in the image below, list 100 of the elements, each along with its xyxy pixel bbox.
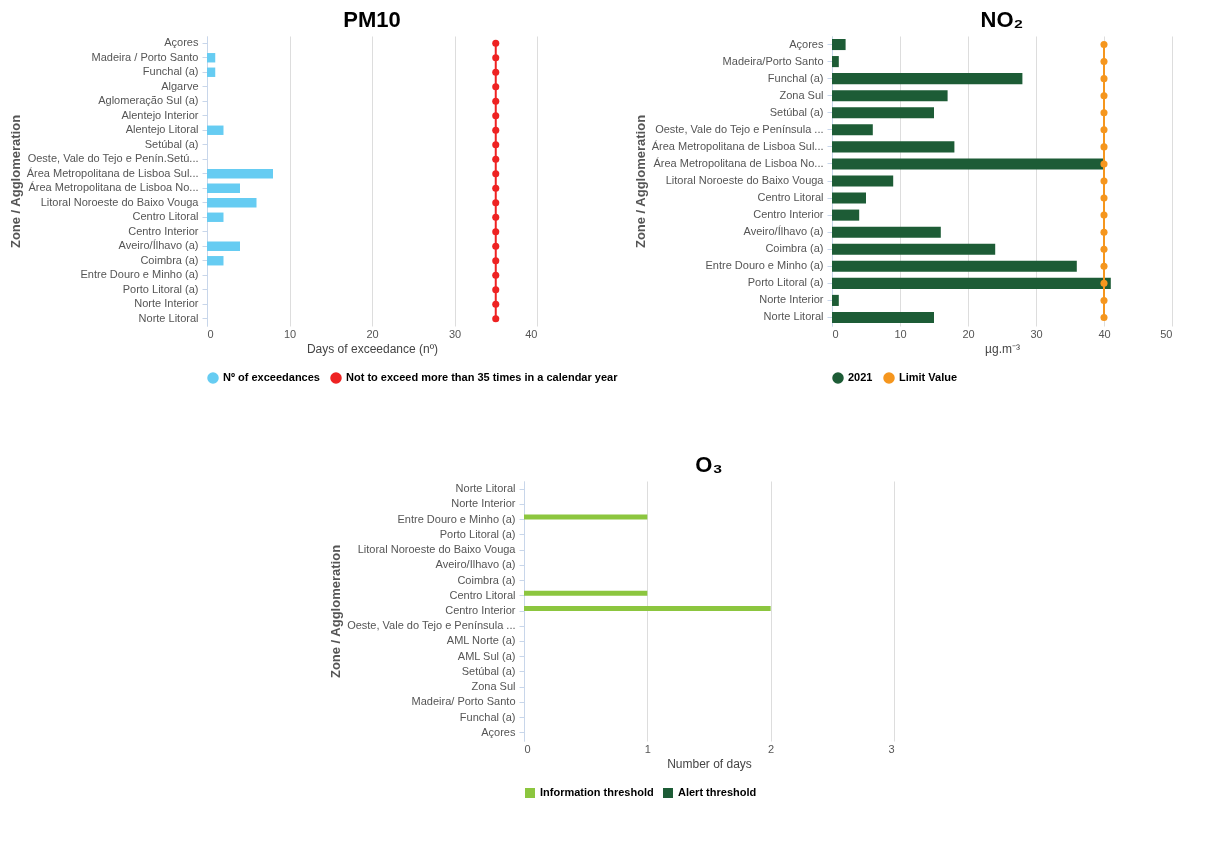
bar — [207, 53, 216, 63]
y-tick-label: Entre Douro e Minho (a) — [705, 259, 824, 272]
x-tick-label: 3 — [888, 742, 895, 755]
bar — [832, 38, 846, 51]
y-tick-label: Oeste, Vale do Tejo e Penín.Setú... — [27, 152, 199, 165]
y-axis-title: Zone / Agglomeration — [327, 544, 343, 679]
legend-label: Alert threshold — [678, 786, 757, 798]
y-tick-label: Funchal (a) — [142, 65, 199, 78]
y-tick-label: Setúbal (a) — [144, 137, 199, 150]
x-tick-label: 1 — [644, 742, 651, 755]
x-tick-label: 40 — [525, 327, 538, 340]
y-tick-label: Coimbra (a) — [765, 242, 824, 255]
x-tick-label: 40 — [1098, 327, 1111, 340]
y-tick-label: Norte Interior — [134, 297, 199, 310]
y-tick-label: Norte Interior — [451, 497, 516, 510]
y-tick-label: Açores — [164, 36, 199, 49]
legend-label: Not to exceed more than 35 times in a calendar year — [346, 371, 619, 383]
y-tick-label: Norte Interior — [759, 293, 824, 306]
bar — [207, 183, 240, 193]
x-tick-label: 30 — [448, 327, 462, 340]
bar — [207, 256, 224, 266]
y-tick-label: Litoral Noroeste do Baixo Vouga — [665, 174, 825, 186]
bar — [832, 124, 873, 136]
y-tick-label: Área Metropolitana de Lisboa Sul... — [651, 139, 824, 152]
y-tick-label: Porto Litoral (a) — [747, 276, 824, 289]
y-tick-label: Alentejo Interior — [121, 108, 199, 121]
bar — [832, 175, 894, 187]
legend-label: 2021 — [848, 371, 873, 383]
x-tick-label: 0 — [524, 742, 531, 755]
y-tick-label: AML Sul (a) — [457, 649, 516, 662]
x-tick-label: 20 — [962, 327, 975, 340]
y-tick-label: Norte Litoral — [455, 482, 516, 495]
y-tick-label: Funchal (a) — [767, 71, 824, 84]
y-tick-label: Zona Sul — [471, 680, 516, 693]
y-tick-label: Norte Litoral — [763, 310, 824, 323]
x-tick-label: 0 — [207, 327, 214, 340]
bar — [832, 226, 941, 238]
x-tick-label: 0 — [832, 327, 839, 340]
y-axis-title: Zone / Agglomeration — [632, 114, 648, 249]
y-tick-label: Açores — [789, 37, 824, 50]
bar — [207, 241, 240, 251]
legend-label: Nº of exceedances — [223, 371, 320, 383]
legend-label: Limit Value — [899, 371, 958, 383]
y-tick-label: Funchal (a) — [459, 710, 516, 723]
bar — [832, 192, 866, 204]
x-tick-label: 50 — [1160, 327, 1173, 340]
y-tick-label: Litoral Noroeste do Baixo Vouga — [40, 195, 200, 208]
y-tick-label: Madeira/Porto Santo — [722, 54, 824, 67]
y-tick-label: Centro Interior — [128, 224, 199, 237]
chart-title: O₃ — [695, 452, 723, 477]
x-tick-label: 2 — [768, 742, 775, 755]
x-tick-label: 30 — [1030, 327, 1043, 340]
bar — [207, 67, 216, 77]
bar — [832, 243, 996, 255]
y-tick-label: Aveiro/Ílhavo (a) — [118, 239, 199, 252]
y-tick-label: Porto Litoral (a) — [122, 282, 199, 295]
bar — [207, 125, 224, 135]
y-tick-label: Açores — [481, 725, 516, 738]
bar — [832, 311, 934, 324]
y-tick-label: Oeste, Vale do Tejo e Península ... — [655, 122, 824, 135]
bar — [832, 56, 839, 68]
x-axis-title: µg.m⁻³ — [985, 341, 1020, 356]
y-tick-label: Centro Litoral — [132, 210, 199, 223]
y-tick-label: Setúbal (a) — [461, 665, 516, 677]
bar — [832, 90, 948, 102]
y-tick-label: Centro Interior — [753, 208, 824, 221]
bar — [832, 141, 955, 153]
y-tick-label: Litoral Noroeste do Baixo Vouga — [357, 543, 517, 555]
chart-title: NO₂ — [980, 7, 1024, 32]
x-tick-label: 20 — [366, 327, 379, 340]
y-tick-label: Coimbra (a) — [140, 253, 199, 266]
y-tick-label: Oeste, Vale do Tejo e Península ... — [347, 619, 516, 632]
bar — [207, 212, 224, 222]
y-tick-label: Área Metropolitana de Lisboa No... — [653, 156, 824, 169]
bar — [832, 277, 1111, 289]
y-tick-label: Norte Litoral — [138, 311, 199, 324]
x-tick-label: 10 — [894, 327, 907, 340]
bar — [832, 73, 1023, 85]
y-tick-label: Entre Douro e Minho (a) — [80, 268, 199, 281]
y-tick-label: Área Metropolitana de Lisboa No... — [28, 181, 199, 194]
y-tick-label: Coimbra (a) — [457, 573, 516, 586]
y-tick-label: Aveiro/Ílhavo (a) — [743, 225, 824, 238]
x-tick-label: 10 — [283, 327, 297, 340]
y-tick-label: Setúbal (a) — [769, 105, 824, 118]
y-tick-label: Área Metropolitana de Lisboa Sul... — [26, 166, 199, 179]
x-axis-title: Number of days — [667, 756, 752, 771]
x-axis-title: Days of exceedance (nº) — [306, 341, 439, 356]
legend-label: Information threshold — [540, 786, 654, 798]
y-axis-title: Zone / Agglomeration — [7, 114, 23, 249]
bar — [832, 260, 1077, 272]
y-tick-label: Aglomeração Sul (a) — [98, 94, 199, 107]
chart-title: PM10 — [343, 7, 401, 32]
y-tick-label: Madeira / Porto Santo — [91, 50, 199, 63]
bar — [832, 209, 860, 221]
y-tick-label: Aveiro/Ilhavo (a) — [435, 558, 516, 571]
y-tick-label: Algarve — [161, 79, 199, 92]
y-tick-label: Centro Interior — [445, 604, 516, 616]
y-tick-label: Entre Douro e Minho (a) — [397, 512, 516, 525]
y-tick-label: Zona Sul — [779, 88, 824, 101]
y-tick-label: Centro Litoral — [449, 588, 516, 601]
